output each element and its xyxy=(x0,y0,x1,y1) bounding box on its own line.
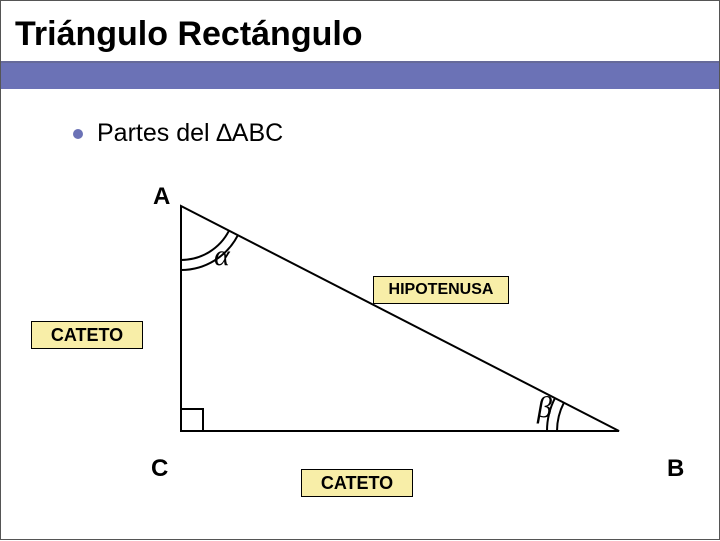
slide: Triángulo Rectángulo Partes del ∆ABC α β… xyxy=(0,0,720,540)
beta-label: β xyxy=(537,391,552,425)
vertex-c: C xyxy=(151,455,168,483)
triangle-diagram xyxy=(1,1,720,541)
cateto-bottom-label: CATETO xyxy=(301,469,413,497)
right-angle-marker xyxy=(181,409,203,431)
alpha-label: α xyxy=(214,239,230,273)
hipotenusa-label: HIPOTENUSA xyxy=(373,276,509,304)
beta-arc-1 xyxy=(557,403,564,431)
vertex-a: A xyxy=(153,183,170,211)
vertex-b: B xyxy=(667,455,684,483)
triangle-shape xyxy=(181,206,619,431)
cateto-left-label: CATETO xyxy=(31,321,143,349)
